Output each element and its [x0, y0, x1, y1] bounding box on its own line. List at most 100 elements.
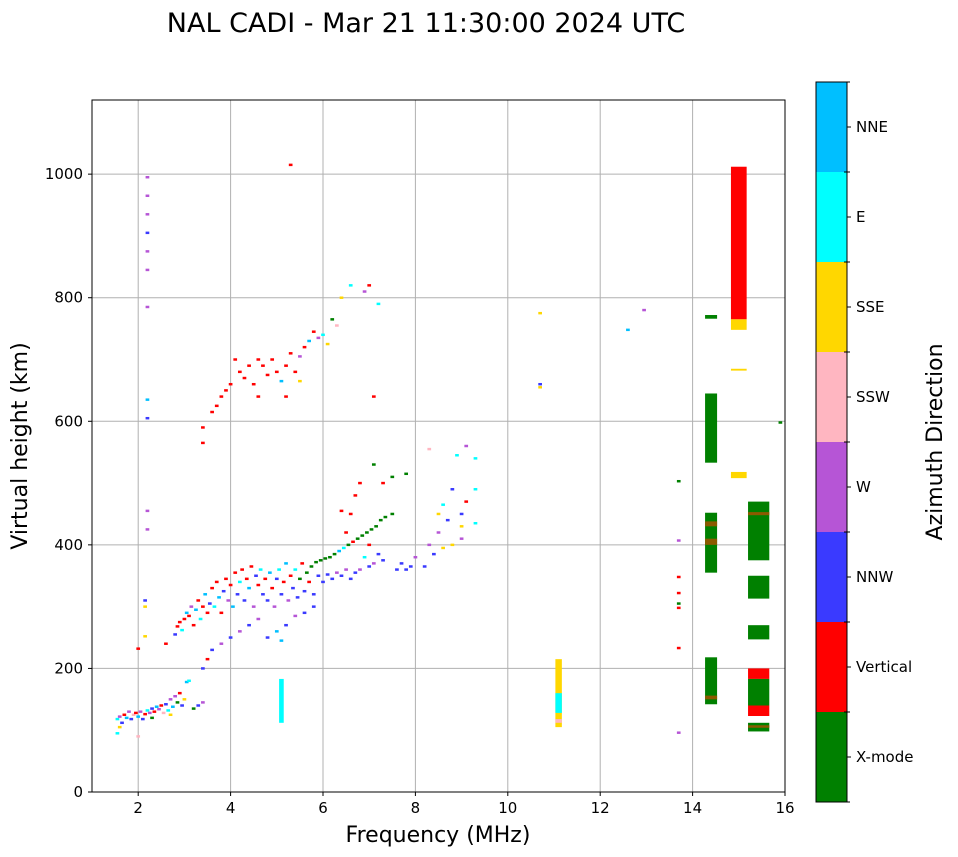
- data-block: [705, 315, 718, 319]
- data-point: [270, 358, 275, 361]
- data-point: [383, 515, 388, 519]
- data-point: [177, 691, 182, 695]
- data-point: [145, 268, 150, 272]
- data-point: [145, 398, 150, 401]
- data-block: [748, 678, 770, 706]
- data-point: [210, 648, 214, 652]
- data-point: [168, 698, 173, 701]
- data-point: [203, 593, 208, 596]
- data-point: [274, 577, 279, 581]
- data-point: [233, 571, 238, 574]
- data-point: [369, 528, 374, 531]
- data-block: [748, 705, 770, 717]
- data-point: [212, 605, 217, 608]
- data-point: [279, 593, 284, 596]
- data-point: [265, 599, 270, 602]
- y-axis: 0 200 400 600 800 1000: [45, 165, 92, 801]
- data-point: [265, 636, 270, 639]
- data-point: [154, 705, 159, 708]
- data-point: [464, 500, 469, 503]
- colorbar-tick-label: NNE: [856, 118, 888, 136]
- data-point: [129, 717, 134, 721]
- data-point: [390, 512, 395, 516]
- data-point: [145, 416, 150, 420]
- data-point: [399, 562, 404, 565]
- data-point: [258, 568, 263, 571]
- data-point: [272, 605, 277, 608]
- data-point: [330, 577, 335, 581]
- data-point: [360, 534, 365, 537]
- data-point: [247, 364, 251, 367]
- data-point: [367, 284, 372, 287]
- data-point: [242, 376, 247, 380]
- data-point: [263, 577, 268, 581]
- data-point: [249, 565, 254, 568]
- data-point: [344, 568, 348, 571]
- data-point: [277, 568, 281, 571]
- data-point: [251, 382, 256, 386]
- data-point: [362, 555, 367, 559]
- data-point: [145, 194, 150, 198]
- data-point: [459, 525, 464, 528]
- data-point: [293, 370, 298, 374]
- data-point: [298, 577, 302, 581]
- data-point: [335, 324, 339, 327]
- data-marks: [115, 163, 783, 738]
- data-point: [288, 574, 293, 577]
- data-point: [284, 623, 288, 627]
- data-point: [145, 509, 150, 513]
- data-point: [284, 364, 288, 367]
- data-point: [196, 599, 201, 602]
- data-block: [705, 657, 718, 705]
- data-point: [231, 605, 235, 608]
- data-point: [143, 605, 147, 608]
- data-point: [316, 574, 321, 577]
- data-point: [201, 667, 205, 670]
- data-point: [311, 330, 316, 333]
- data-point: [676, 606, 681, 610]
- data-point: [473, 488, 478, 491]
- data-block: [730, 166, 747, 320]
- data-point: [293, 614, 298, 618]
- data-point: [321, 333, 325, 337]
- data-block: [730, 319, 747, 330]
- plot-frame: [91, 99, 786, 793]
- data-block: [748, 725, 770, 728]
- data-point: [143, 712, 147, 716]
- y-tick-label: 1000: [45, 165, 83, 183]
- data-point: [328, 555, 332, 559]
- data-point: [205, 657, 210, 661]
- data-point: [268, 571, 272, 574]
- data-point: [464, 444, 469, 448]
- data-point: [348, 284, 353, 287]
- data-point: [378, 518, 383, 522]
- data-block: [748, 512, 770, 516]
- data-point: [321, 580, 325, 584]
- data-point: [161, 711, 166, 715]
- data-point: [173, 633, 178, 636]
- data-point: [432, 552, 436, 556]
- data-point: [441, 503, 445, 506]
- data-point: [300, 562, 305, 565]
- data-point: [166, 709, 171, 712]
- data-point: [309, 565, 314, 568]
- data-point: [288, 163, 293, 167]
- data-point: [136, 715, 141, 718]
- data-point: [164, 703, 168, 706]
- data-point: [395, 568, 399, 571]
- data-point: [408, 565, 413, 568]
- data-point: [279, 639, 284, 642]
- y-tick-label: 0: [73, 783, 83, 801]
- data-point: [367, 565, 372, 568]
- data-point: [240, 568, 244, 571]
- data-point: [353, 571, 358, 574]
- data-point: [191, 623, 196, 627]
- data-point: [207, 602, 212, 605]
- data-point: [145, 213, 150, 216]
- data-point: [219, 395, 224, 398]
- data-point: [254, 574, 258, 577]
- data-point: [219, 611, 224, 615]
- data-point: [676, 479, 681, 483]
- data-point: [122, 713, 127, 717]
